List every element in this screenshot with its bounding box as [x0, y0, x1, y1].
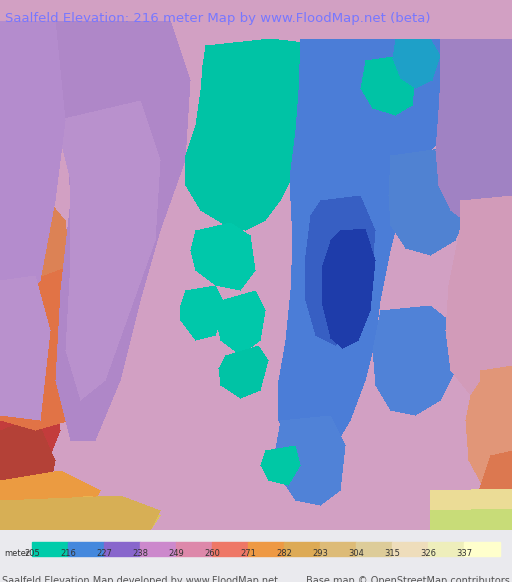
Bar	[464, 542, 500, 556]
Text: 282: 282	[276, 549, 292, 558]
Bar	[68, 542, 104, 556]
Text: 271: 271	[240, 549, 256, 558]
Text: meter: meter	[5, 549, 30, 558]
Bar	[428, 542, 464, 556]
Text: Base map © OpenStreetMap contributors: Base map © OpenStreetMap contributors	[306, 576, 510, 582]
Text: 304: 304	[348, 549, 364, 558]
Bar	[104, 542, 140, 556]
Bar	[176, 542, 212, 556]
Text: 227: 227	[96, 549, 112, 558]
Bar	[356, 542, 392, 556]
Bar	[320, 542, 356, 556]
Bar	[140, 542, 176, 556]
Text: 337: 337	[456, 549, 472, 558]
Text: 293: 293	[312, 549, 328, 558]
Bar	[392, 542, 428, 556]
Text: 249: 249	[168, 549, 184, 558]
Text: Saalfeld Elevation Map developed by www.FloodMap.net: Saalfeld Elevation Map developed by www.…	[2, 576, 278, 582]
Bar	[212, 542, 248, 556]
Bar	[248, 542, 284, 556]
Text: 205: 205	[24, 549, 40, 558]
Bar	[32, 542, 68, 556]
Text: 238: 238	[132, 549, 148, 558]
Text: 260: 260	[204, 549, 220, 558]
Bar	[284, 542, 320, 556]
Text: 216: 216	[60, 549, 76, 558]
Text: 315: 315	[384, 549, 400, 558]
Text: 326: 326	[420, 549, 436, 558]
Text: Saalfeld Elevation: 216 meter Map by www.FloodMap.net (beta): Saalfeld Elevation: 216 meter Map by www…	[5, 12, 431, 25]
